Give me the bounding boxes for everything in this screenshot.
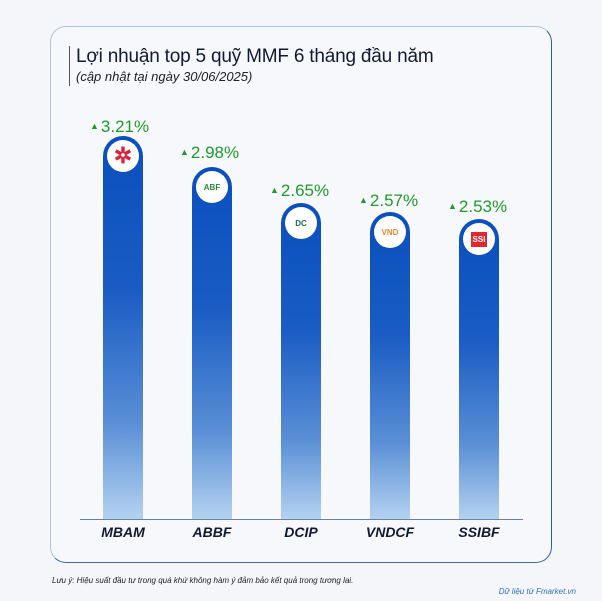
up-triangle-icon: ▲: [270, 185, 279, 195]
bar-abbf: ABF: [192, 167, 232, 519]
value-label-mbam: ▲ 3.21%: [90, 117, 150, 136]
x-label-ssibf: SSIBF: [458, 524, 500, 540]
value-label-vndcf: ▲ 2.57%: [359, 191, 419, 210]
bar-ssibf: SSI: [459, 219, 499, 519]
bar-dcip: DC: [281, 203, 321, 519]
ssi-logo-box: SSI: [470, 231, 488, 247]
ssi-logo-icon: SSI: [463, 223, 495, 255]
chart-title: Lợi nhuận top 5 quỹ MMF 6 tháng đầu năm: [76, 46, 434, 67]
x-axis-line: [80, 519, 523, 520]
bar-vndcf: VND: [370, 212, 410, 519]
value-label-dcip: ▲ 2.65%: [270, 181, 330, 200]
value-label-abbf: ▲ 2.98%: [180, 143, 240, 162]
dragon-capital-logo-icon: DC: [285, 207, 317, 239]
x-label-vndcf: VNDCF: [365, 524, 415, 540]
up-triangle-icon: ▲: [90, 121, 99, 131]
value-label-ssibf: ▲ 2.53%: [448, 197, 508, 216]
mb-star-icon: ✲: [107, 140, 139, 172]
bar-mbam: ✲: [103, 136, 143, 519]
up-triangle-icon: ▲: [448, 201, 457, 211]
x-label-mbam: MBAM: [101, 524, 145, 540]
abf-logo-icon: ABF: [196, 171, 228, 203]
disclaimer-note: Lưu ý: Hiệu suất đầu tư trong quá khứ kh…: [52, 576, 354, 585]
vndirect-logo-icon: VND: [374, 216, 406, 248]
up-triangle-icon: ▲: [359, 195, 368, 205]
title-block: Lợi nhuận top 5 quỹ MMF 6 tháng đầu năm …: [69, 46, 434, 86]
x-label-abbf: ABBF: [192, 524, 232, 540]
data-source: Dữ liệu từ Fmarket.vn: [498, 587, 576, 596]
x-label-dcip: DCIP: [284, 524, 318, 540]
chart-subtitle: (cập nhật tại ngày 30/06/2025): [76, 69, 253, 84]
up-triangle-icon: ▲: [180, 147, 189, 157]
